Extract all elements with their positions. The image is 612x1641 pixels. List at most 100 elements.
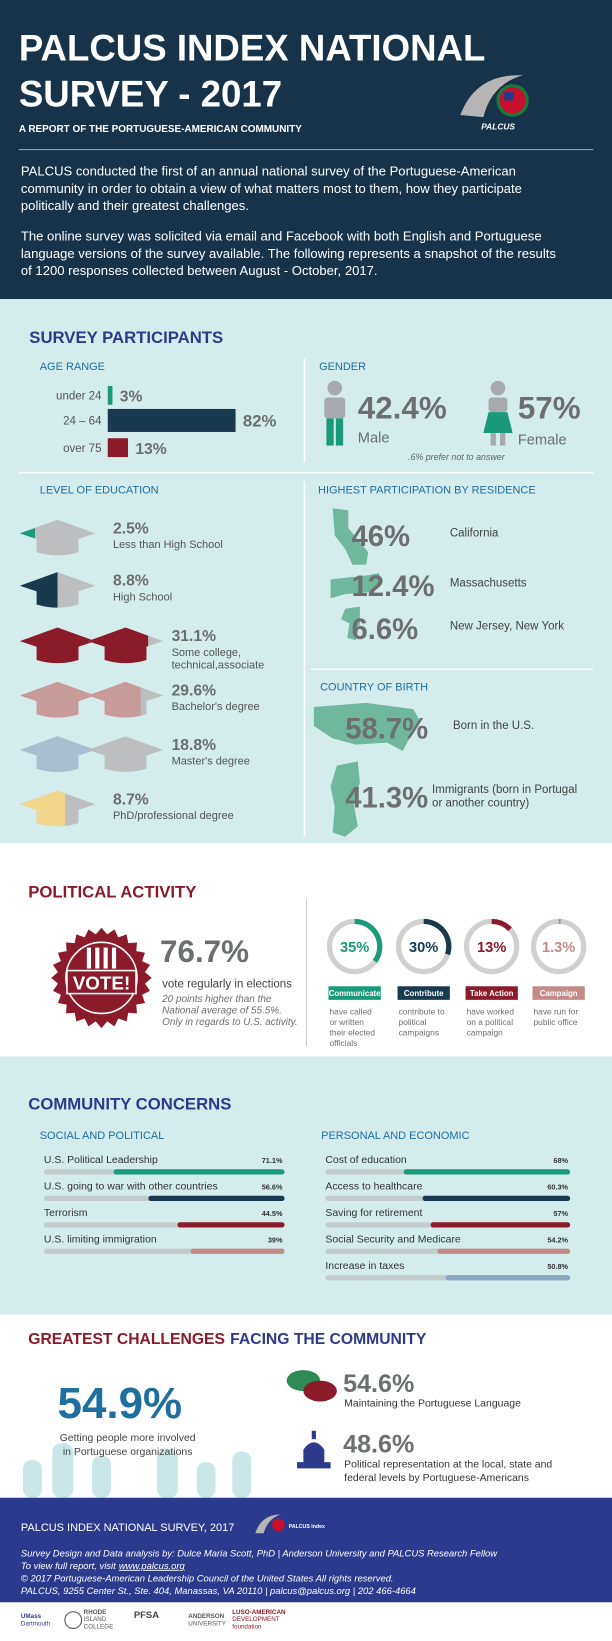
vote-ring bbox=[65, 941, 138, 1015]
title-part: FACING THE COMMUNITY bbox=[230, 1331, 427, 1348]
tag: Take Action bbox=[470, 989, 514, 998]
vote-banner bbox=[66, 969, 137, 995]
cap-fill bbox=[19, 790, 66, 827]
cap-icon bbox=[19, 519, 96, 556]
footer-line: To view full report, visit www.palcus.org bbox=[21, 1560, 186, 1571]
partner-logo: ANDERSON bbox=[188, 1613, 224, 1620]
birth-label: or another country) bbox=[432, 797, 529, 809]
cap-icon bbox=[19, 627, 96, 664]
concern-label: Access to healthcare bbox=[325, 1181, 422, 1192]
section-title: SURVEY PARTICIPANTS bbox=[29, 328, 223, 347]
title: PALCUS INDEX NATIONAL bbox=[19, 28, 485, 69]
title: SURVEY - 2017 bbox=[19, 74, 282, 115]
age-value: 3% bbox=[120, 389, 143, 406]
cap-icon bbox=[87, 736, 164, 772]
subtitle: A REPORT OF THE PORTUGUESE-AMERICAN COMM… bbox=[19, 124, 302, 135]
tag-bg bbox=[465, 986, 518, 1000]
concern-bar bbox=[430, 1222, 571, 1228]
concern-bar bbox=[422, 1195, 571, 1201]
concern-bar bbox=[190, 1248, 285, 1254]
age-label: 24 – 64 bbox=[63, 416, 102, 428]
cap-fill bbox=[19, 681, 96, 718]
ring-value: 13% bbox=[477, 940, 506, 956]
hand-shape bbox=[156, 1449, 178, 1498]
challenge-main-label: Getting people more involved bbox=[60, 1433, 196, 1444]
cap-fill bbox=[19, 736, 96, 772]
edu-value: 8.7% bbox=[113, 791, 149, 808]
concern-label: Saving for retirement bbox=[325, 1208, 422, 1219]
sub-heading: AGE RANGE bbox=[40, 361, 105, 373]
hand-shape bbox=[23, 1460, 42, 1498]
logo-swoosh bbox=[460, 75, 524, 118]
cap-icon bbox=[19, 790, 96, 827]
tag-desc: on a political bbox=[467, 1017, 514, 1027]
concern-value: 57% bbox=[553, 1209, 568, 1218]
edu-value: 18.8% bbox=[172, 737, 217, 754]
age-bar bbox=[107, 438, 129, 458]
footer-logo bbox=[255, 1514, 281, 1534]
residence-label: Massachusetts bbox=[450, 578, 527, 590]
tag-desc: public office bbox=[534, 1017, 578, 1027]
tag-desc: or written bbox=[330, 1017, 365, 1027]
challenge-label: federal levels by Portuguese-Americans bbox=[344, 1473, 529, 1484]
concern-label: Increase in taxes bbox=[325, 1261, 404, 1272]
edu-label: Some college, bbox=[172, 647, 242, 659]
birth-value: 41.3% bbox=[345, 781, 428, 814]
age-label: under 24 bbox=[56, 391, 102, 403]
title-part: GREATEST CHALLENGES bbox=[28, 1331, 225, 1348]
challenge-value: 48.6% bbox=[343, 1431, 414, 1459]
footer-logo bbox=[272, 1518, 285, 1532]
concern-label: U.S. going to war with other countries bbox=[44, 1181, 218, 1192]
cap-top bbox=[19, 736, 96, 763]
concern-value: 60.3% bbox=[547, 1182, 568, 1191]
cap-top bbox=[19, 519, 96, 546]
cap-top bbox=[87, 627, 149, 654]
birth-label: Born in the U.S. bbox=[453, 720, 534, 732]
note: Only in regards to U.S. activity. bbox=[162, 1017, 297, 1028]
footer-line: Survey Design and Data analysis by: Dulc… bbox=[21, 1547, 498, 1558]
footer-line: © 2017 Portuguese-American Leadership Co… bbox=[21, 1572, 394, 1583]
ring-arc bbox=[354, 918, 383, 963]
cap-top bbox=[87, 681, 141, 709]
partner-logo: Dartmouth bbox=[21, 1620, 51, 1627]
residence-value: 12.4% bbox=[352, 570, 435, 603]
edu-label: PhD/professional degree bbox=[113, 810, 234, 822]
concern-value: 54.2% bbox=[547, 1235, 568, 1244]
cap-fill bbox=[19, 527, 35, 539]
birth-value: 58.7% bbox=[345, 712, 428, 745]
caption: vote regularly in elections bbox=[162, 978, 292, 990]
hand-shape bbox=[232, 1451, 252, 1498]
concern-bar bbox=[148, 1195, 285, 1201]
capitol-icon bbox=[311, 1430, 316, 1440]
tag-desc: have worked bbox=[467, 1007, 515, 1017]
concern-value: 50.8% bbox=[547, 1262, 568, 1271]
cap-icon bbox=[19, 681, 96, 718]
partner-logo: LUSO-AMERICAN bbox=[232, 1609, 286, 1616]
vote-text: VOTE! bbox=[73, 972, 131, 993]
concern-bar bbox=[177, 1222, 285, 1228]
footer-text: To view full report, visit bbox=[21, 1560, 116, 1571]
concern-label: U.S. limiting immigration bbox=[44, 1234, 157, 1245]
ring-value: 35% bbox=[340, 940, 369, 956]
edu-value: 8.8% bbox=[113, 573, 149, 590]
sub-heading: LEVEL OF EDUCATION bbox=[40, 485, 159, 497]
sub-heading: GENDER bbox=[319, 361, 366, 373]
bubble-icon bbox=[303, 1380, 337, 1402]
partner-logo: PFSA bbox=[134, 1609, 159, 1620]
tag-desc: campaigns bbox=[399, 1027, 439, 1037]
concern-bar bbox=[445, 1275, 571, 1281]
partner-logo: UNIVERSITY bbox=[188, 1620, 226, 1627]
partner-logo: UMass bbox=[21, 1613, 42, 1620]
footer-bg bbox=[0, 1497, 612, 1603]
intro-line: language versions of the survey availabl… bbox=[21, 246, 556, 261]
edu-value: 2.5% bbox=[113, 520, 149, 537]
cap-icon bbox=[19, 736, 96, 772]
section-bg bbox=[0, 1056, 612, 1315]
concern-label: Cost of education bbox=[325, 1155, 407, 1166]
footer-link[interactable]: www.palcus.org bbox=[119, 1560, 186, 1571]
tag-desc: have run for bbox=[534, 1007, 579, 1017]
sub-heading: SOCIAL AND POLITICAL bbox=[40, 1130, 165, 1142]
tag-bg bbox=[328, 986, 381, 1000]
hand-shape bbox=[52, 1443, 74, 1498]
cap-icon bbox=[87, 627, 164, 664]
